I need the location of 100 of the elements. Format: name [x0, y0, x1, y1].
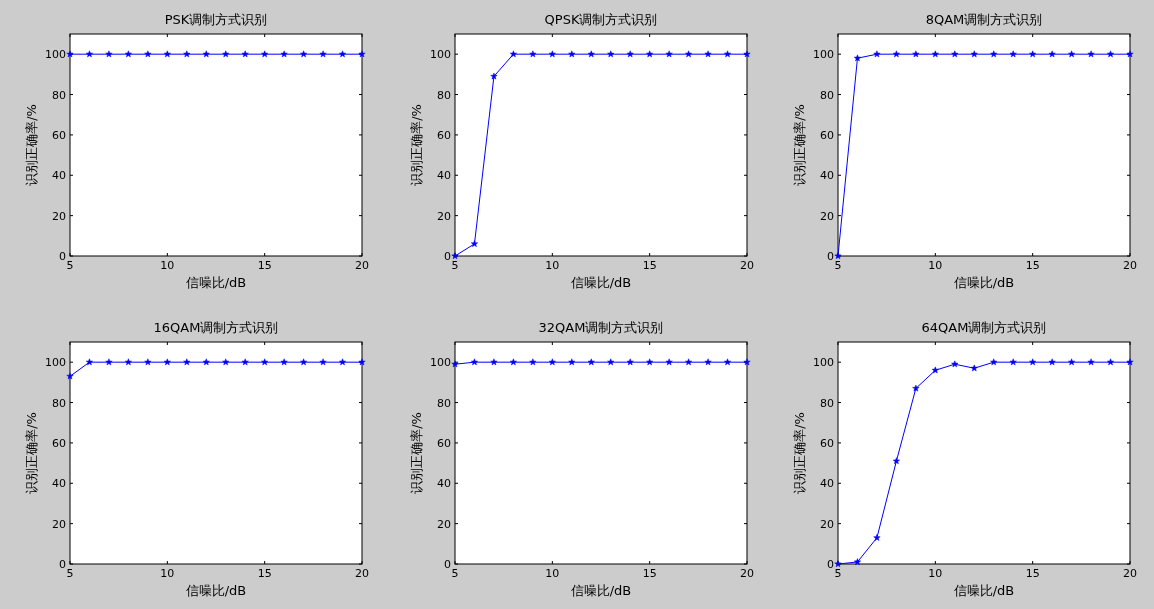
x-tick-label: 15 [257, 259, 272, 272]
chart-title: QPSK调制方式识别 [544, 12, 658, 27]
chart-title: 8QAM调制方式识别 [925, 12, 1043, 27]
y-tick-label: 100 [430, 48, 451, 62]
y-tick-label: 80 [52, 396, 66, 410]
y-tick-label: 80 [52, 88, 66, 102]
point [990, 358, 998, 366]
point [912, 384, 920, 392]
x-tick-label: 5 [66, 259, 74, 272]
point [509, 50, 517, 58]
x-axis-title: 信噪比/dB [185, 275, 247, 290]
point [990, 50, 998, 58]
y-tick-label: 100 [45, 48, 66, 62]
y-tick-label: 80 [820, 396, 834, 410]
y-tick-label: 0 [59, 558, 66, 571]
point [970, 364, 978, 372]
y-tick-label: 40 [437, 477, 451, 491]
x-tick-label: 5 [66, 567, 74, 580]
point [1087, 50, 1095, 58]
point [587, 50, 595, 58]
y-tick-label: 0 [59, 250, 66, 263]
point [607, 50, 615, 58]
x-axis-title: 信噪比/dB [953, 583, 1015, 598]
point [704, 50, 712, 58]
x-axis-title: 信噪比/dB [570, 275, 632, 290]
y-axis-title: 识别正确率/% [792, 412, 807, 494]
y-axis-title: 识别正确率/% [409, 104, 424, 186]
point [853, 558, 861, 565]
point [892, 50, 900, 58]
point [626, 50, 634, 58]
point [853, 54, 861, 62]
y-axis-title: 识别正确率/% [792, 104, 807, 186]
y-axis-title: 识别正确率/% [409, 412, 424, 494]
x-axis-title: 信噪比/dB [185, 583, 247, 598]
point [1048, 50, 1056, 58]
point [1107, 50, 1115, 58]
x-tick-label: 20 [740, 259, 754, 272]
x-tick-label: 15 [642, 567, 657, 580]
chart-title: 64QAM调制方式识别 [921, 320, 1047, 335]
point [970, 50, 978, 58]
point [1107, 358, 1115, 366]
y-tick-label: 60 [820, 436, 834, 450]
x-tick-label: 10 [160, 567, 175, 580]
y-tick-label: 40 [52, 477, 66, 491]
chart-title: 32QAM调制方式识别 [538, 320, 664, 335]
x-tick-label: 5 [451, 259, 459, 272]
point [1068, 358, 1076, 366]
y-tick-label: 60 [437, 128, 451, 142]
y-tick-label: 100 [45, 356, 66, 370]
y-tick-label: 100 [813, 356, 834, 370]
point [1029, 358, 1037, 366]
point [685, 50, 693, 58]
x-tick-label: 10 [928, 567, 943, 580]
y-tick-label: 40 [820, 169, 834, 183]
x-tick-label: 20 [355, 259, 369, 272]
point [548, 50, 556, 58]
y-tick-label: 80 [820, 88, 834, 102]
point [912, 50, 920, 58]
y-tick-label: 20 [820, 517, 834, 531]
x-tick-label: 5 [834, 259, 842, 272]
x-tick-label: 5 [834, 567, 842, 580]
y-tick-label: 0 [827, 250, 834, 263]
x-tick-label: 15 [642, 259, 657, 272]
y-tick-label: 40 [52, 169, 66, 183]
point [1048, 358, 1056, 366]
y-tick-label: 20 [52, 209, 66, 223]
point [873, 534, 881, 541]
y-tick-label: 0 [444, 250, 451, 263]
point [470, 240, 478, 247]
x-axis-title: 信噪比/dB [570, 583, 632, 598]
chart-title: PSK调制方式识别 [164, 12, 268, 27]
y-tick-label: 20 [52, 517, 66, 531]
chart-title: 16QAM调制方式识别 [153, 320, 279, 335]
y-tick-label: 100 [430, 356, 451, 370]
y-tick-label: 60 [820, 128, 834, 142]
x-tick-label: 20 [1123, 259, 1137, 272]
point [892, 457, 900, 465]
y-tick-label: 40 [437, 169, 451, 183]
point [951, 360, 959, 368]
point [568, 50, 576, 58]
y-tick-label: 0 [444, 558, 451, 571]
y-tick-label: 60 [52, 128, 66, 142]
y-axis-title: 识别正确率/% [24, 412, 39, 494]
point [665, 50, 673, 58]
y-tick-label: 20 [437, 209, 451, 223]
x-tick-label: 20 [355, 567, 369, 580]
y-tick-label: 20 [820, 209, 834, 223]
point [931, 366, 939, 374]
point [1009, 358, 1017, 366]
x-tick-label: 10 [545, 259, 560, 272]
y-tick-label: 80 [437, 88, 451, 102]
x-tick-label: 5 [451, 567, 459, 580]
y-tick-label: 40 [820, 477, 834, 491]
y-tick-label: 0 [827, 558, 834, 571]
x-tick-label: 10 [545, 567, 560, 580]
x-tick-label: 10 [928, 259, 943, 272]
point [1068, 50, 1076, 58]
x-tick-label: 15 [1025, 259, 1040, 272]
point [490, 72, 498, 80]
y-tick-label: 60 [52, 436, 66, 450]
